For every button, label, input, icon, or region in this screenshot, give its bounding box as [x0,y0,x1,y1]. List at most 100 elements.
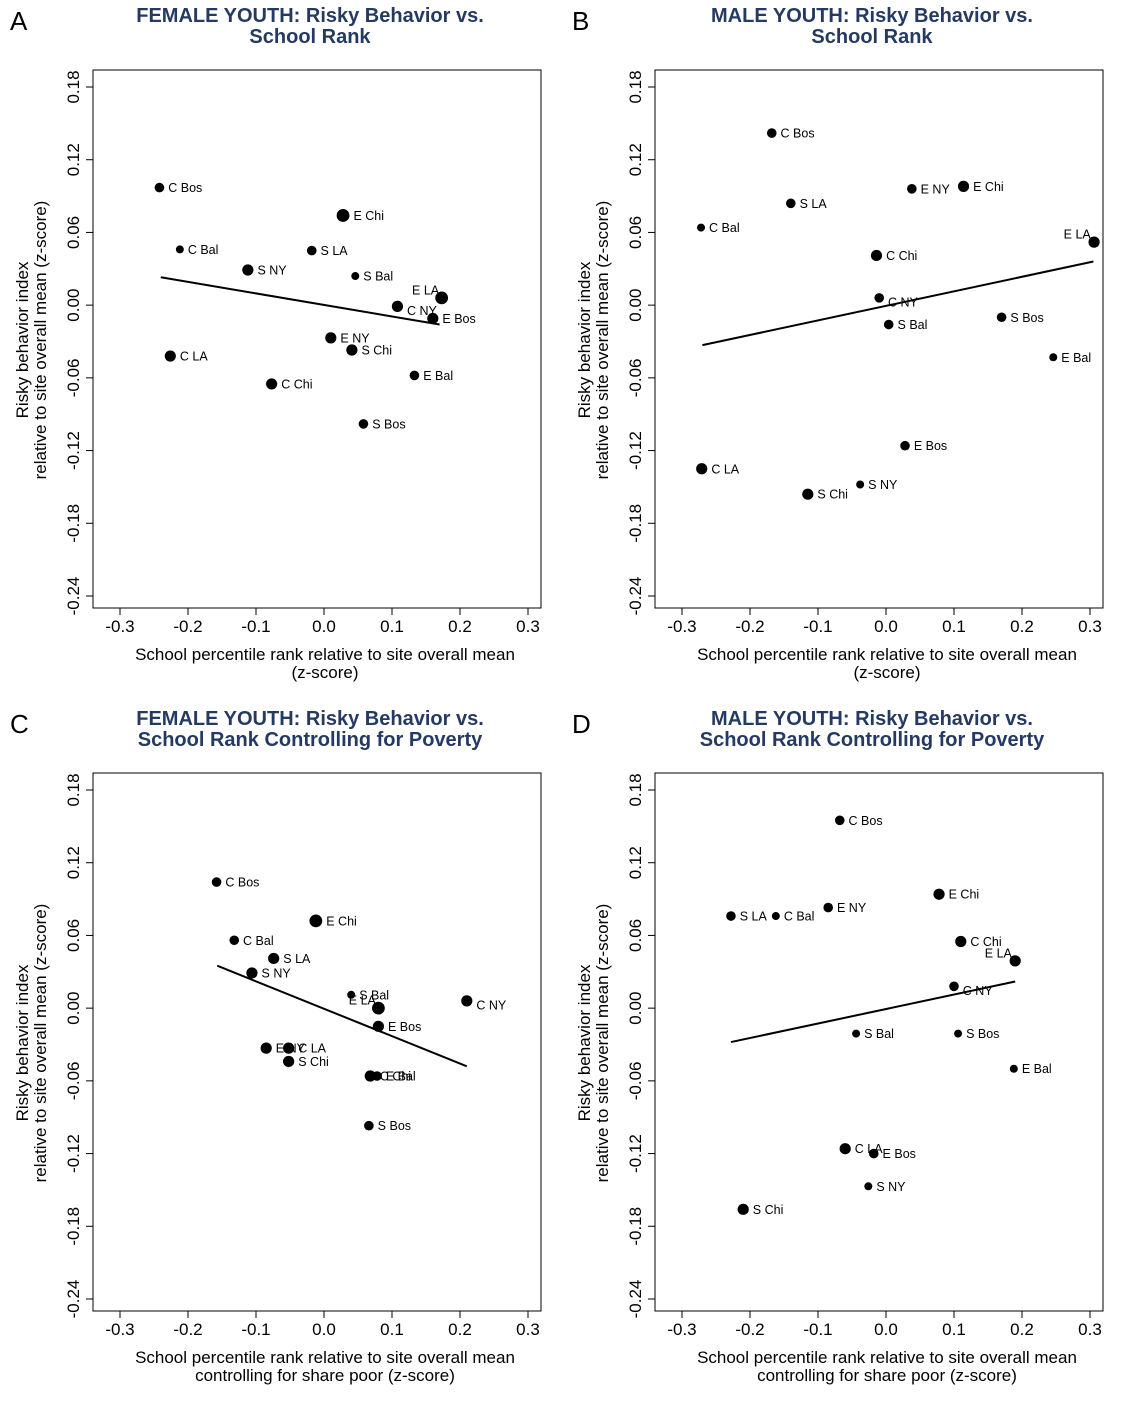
point-label: E Chi [949,888,980,902]
data-point [351,272,360,281]
y-tick-label: 0.00 [626,992,645,1025]
point-label: C LA [711,462,739,476]
data-point [347,990,356,999]
data-point [283,1042,295,1054]
y-tick-label: -0.12 [64,1134,83,1173]
chart-title-line: School Rank [811,26,933,48]
point-label: E Bos [883,1147,916,1161]
data-point [229,935,240,946]
y-tick-label: 0.00 [64,289,83,322]
y-tick-label: 0.12 [626,846,645,879]
point-label: C LA [298,1042,326,1056]
point-label: S NY [262,966,292,980]
x-tick-label: 0.3 [1078,1320,1102,1339]
point-label: E Bos [388,1020,421,1034]
y-axis-label: relative to site overall mean (z-score) [31,904,50,1183]
y-axis-label: relative to site overall mean (z-score) [31,201,50,480]
point-label: S Bal [898,318,928,332]
panel-c: C FEMALE YOUTH: Risky Behavior vs. School … [0,703,562,1406]
data-point [954,1029,963,1038]
point-label: E NY [921,182,951,196]
x-tick-label: 0.2 [448,617,472,636]
point-label: S Bos [966,1027,999,1041]
data-point [737,1203,749,1215]
x-tick-label: -0.3 [667,1320,696,1339]
chart-title-line: MALE YOUTH: Risky Behavior vs. [711,5,1033,27]
data-point [164,350,176,362]
point-label: C Bal [243,934,274,948]
chart-title-line: MALE YOUTH: Risky Behavior vs. [711,708,1033,730]
data-point [309,914,323,928]
point-label: S Chi [298,1055,329,1069]
panel-letter: C [10,709,29,739]
point-label: E Bal [386,1070,416,1084]
x-tick-label: 0.1 [942,1320,966,1339]
x-tick-label: -0.2 [735,617,764,636]
data-point [1009,1064,1018,1073]
chart-title-line: FEMALE YOUTH: Risky Behavior vs. [136,5,484,27]
data-point [1088,236,1100,248]
point-label: C Bos [781,127,815,141]
point-label: C LA [180,350,208,364]
data-point [907,184,917,194]
fit-line [730,980,1016,1044]
chart-title-line: School Rank Controlling for Poverty [700,729,1045,751]
data-point [154,182,165,193]
y-tick-label: -0.18 [626,1207,645,1246]
data-point [726,911,736,921]
y-tick-label: -0.12 [64,431,83,470]
y-tick-label: 0.06 [626,919,645,952]
data-point [391,300,404,312]
data-point [242,264,254,276]
y-tick-label: 0.06 [64,216,83,249]
point-label: C Chi [281,377,312,391]
y-tick-label: -0.06 [64,358,83,397]
data-point [325,332,337,344]
data-point [949,981,959,992]
data-point [996,312,1007,323]
chart-title-line: FEMALE YOUTH: Risky Behavior vs. [136,708,484,730]
point-label: C NY [888,295,919,309]
point-label: C Chi [886,249,917,263]
data-point [883,319,894,330]
data-point [372,1020,384,1032]
y-tick-label: 0.18 [64,70,83,103]
y-tick-label: 0.06 [626,216,645,249]
fit-line [702,260,1094,347]
point-label: S Bos [378,1119,411,1133]
data-point [266,378,278,390]
x-tick-label: 0.0 [312,1320,336,1339]
point-label: S Bal [359,988,389,1002]
point-label: E Chi [973,180,1004,194]
y-tick-label: -0.24 [626,577,645,616]
y-tick-label: -0.12 [626,1134,645,1173]
y-tick-label: -0.06 [626,1061,645,1100]
x-tick-label: -0.2 [735,1320,764,1339]
data-point [834,815,845,826]
point-label: E Chi [353,209,384,223]
point-label: S LA [283,952,311,966]
data-point [766,128,777,138]
data-point [260,1042,272,1054]
y-tick-label: 0.06 [64,919,83,952]
data-point [364,1120,374,1131]
y-axis-label: Risky behavior index [575,964,594,1121]
y-tick-label: 0.18 [626,773,645,806]
y-tick-label: -0.18 [64,504,83,543]
x-axis-label: School percentile rank relative to site … [135,645,515,664]
x-axis-label: (z-score) [853,663,920,682]
point-label: S Bos [1010,311,1043,325]
data-point [461,995,473,1007]
data-point [427,312,439,325]
y-tick-label: 0.00 [626,289,645,322]
x-tick-label: 0.2 [1010,1320,1034,1339]
data-point [306,245,317,256]
data-point [870,249,883,262]
x-axis-label: (z-score) [291,663,358,682]
data-point [900,440,910,451]
data-point [268,952,280,965]
fit-line [216,964,468,1068]
y-tick-label: 0.12 [64,143,83,176]
x-tick-label: -0.3 [667,617,696,636]
point-label: C Bal [784,910,815,924]
